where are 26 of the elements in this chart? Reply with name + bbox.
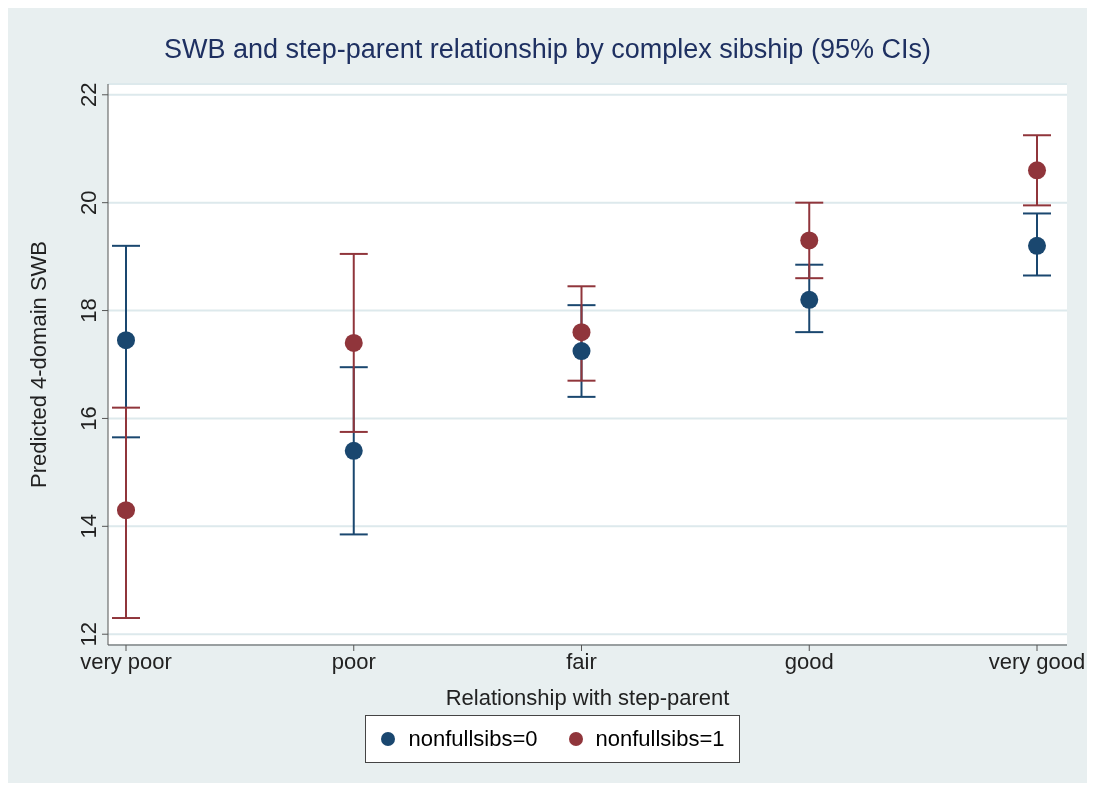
point <box>1028 236 1046 255</box>
y-tick-label: 16 <box>76 406 101 431</box>
point <box>1028 161 1046 180</box>
point <box>572 323 591 342</box>
x-axis-title: Relationship with step-parent <box>445 685 730 710</box>
x-tick-label: very poor <box>80 648 172 674</box>
y-tick-label: 18 <box>76 298 101 323</box>
point <box>800 290 819 309</box>
x-tick-label: good <box>784 648 834 674</box>
legend-label: nonfullsibs=0 <box>407 726 538 752</box>
point <box>344 333 363 352</box>
x-tick-label: poor <box>331 648 376 674</box>
point <box>117 331 135 350</box>
point <box>572 342 591 361</box>
y-tick-label: 20 <box>76 190 101 215</box>
y-tick-label: 22 <box>76 82 101 108</box>
y-tick-label: 14 <box>76 514 101 539</box>
chart-title: SWB and step-parent relationship by complex sibship (95% CIs) <box>163 34 932 65</box>
x-tick-label: very good <box>988 648 1086 674</box>
point <box>800 231 819 250</box>
x-tick-label: fair <box>566 648 597 674</box>
point <box>344 441 363 460</box>
y-tick-label: 12 <box>76 621 101 647</box>
point <box>117 501 135 520</box>
y-axis-title: Predicted 4-domain SWB <box>25 241 51 488</box>
legend-label: nonfullsibs=1 <box>594 726 725 752</box>
